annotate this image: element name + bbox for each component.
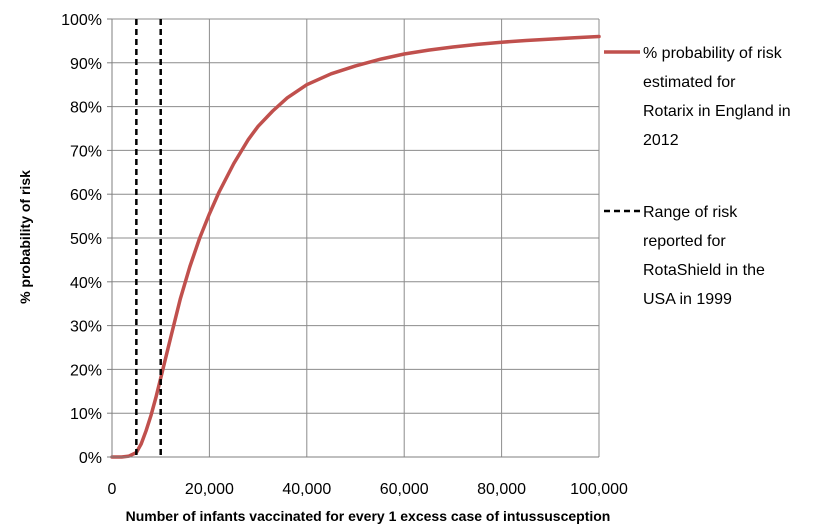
y-tick-label: 80% [70,100,102,117]
x-tick-label: 40,000 [282,481,331,498]
axes [107,18,599,458]
y-tick-label: 10% [70,406,102,423]
x-tick-label: 20,000 [185,481,234,498]
y-tick-label: 90% [70,56,102,73]
probability-curve [110,34,601,459]
x-axis-title: Number of infants vaccinated for every 1… [126,508,611,524]
y-tick-label: 60% [70,187,102,204]
y-tick-label: 70% [70,143,102,160]
legend-entry-line: 2012 [643,132,679,149]
legend-entry-line: Range of risk [643,204,738,221]
legend-entry-line: reported for [643,233,726,250]
y-tick-label: 100% [61,12,102,29]
y-tick-label: 20% [70,362,102,379]
x-tick-label: 0 [108,481,117,498]
y-tick-label: 0% [79,450,102,467]
tick-labels: 0% 10% 20% 30% 40% 50% 60% 70% 80% 90% 100% 0 20,000… [61,12,628,498]
x-tick-label: 80,000 [477,481,526,498]
y-tick-label: 30% [70,319,102,336]
legend: % probability of risk estimated for Rotari… [604,45,791,308]
legend-entry-line: estimated for [643,74,736,91]
x-tick-label: 60,000 [380,481,429,498]
x-tick-label: 100,000 [570,481,628,498]
y-tick-label: 40% [70,275,102,292]
y-axis-title: % probability of risk [17,170,33,304]
grid [111,18,600,458]
legend-entry-line: RotaShield in the [643,262,765,279]
legend-entry-line: % probability of risk [643,45,783,62]
legend-entry-line: USA in 1999 [643,291,732,308]
series-layer [110,19,601,459]
y-tick-label: 50% [70,231,102,248]
legend-entry-line: Rotarix in England in [643,103,791,120]
